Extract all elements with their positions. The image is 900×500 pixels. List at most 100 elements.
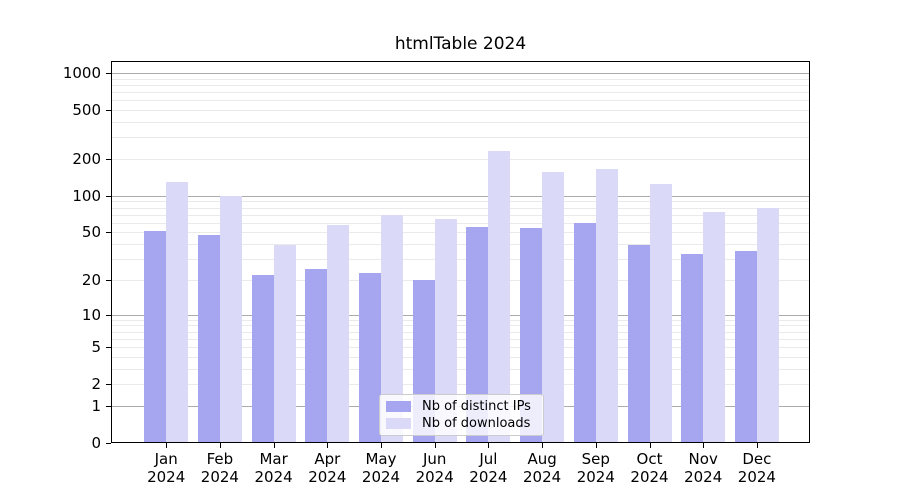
legend-item-downloads: Nb of downloads <box>386 416 537 431</box>
x-tick <box>488 443 490 448</box>
bar-distinct-ips-feb <box>197 234 220 443</box>
bar-distinct-ips-may <box>359 272 381 443</box>
x-tick-label: Dec 2024 <box>737 450 776 486</box>
y-tick <box>106 384 111 386</box>
minor-gridline <box>111 347 810 348</box>
minor-gridline <box>111 222 810 224</box>
y-tick-label: 50 <box>81 223 101 242</box>
y-tick-label: 500 <box>72 101 101 119</box>
x-tick <box>166 443 168 448</box>
minor-gridline <box>111 121 810 123</box>
minor-gridline <box>111 331 810 333</box>
bar-distinct-ips-sep <box>573 222 596 443</box>
y-tick-label: 5 <box>91 338 101 356</box>
y-tick <box>106 443 111 444</box>
major-gridline <box>111 314 810 316</box>
minor-gridline <box>111 100 810 102</box>
x-tick-label: Sep 2024 <box>576 450 615 486</box>
legend-label-distinct-ips: Nb of distinct IPs <box>422 399 531 414</box>
minor-gridline <box>111 78 810 80</box>
bar-downloads-oct <box>649 184 672 443</box>
bar-distinct-ips-aug <box>520 228 543 443</box>
y-tick <box>106 347 111 348</box>
x-tick-label: Feb 2024 <box>200 450 239 486</box>
x-tick <box>434 443 436 448</box>
bar-distinct-ips-mar <box>251 275 274 443</box>
x-tick-label: Apr 2024 <box>308 450 347 486</box>
axis-spine-left <box>111 61 112 443</box>
x-tick <box>703 443 705 448</box>
minor-gridline <box>111 201 810 203</box>
legend-label-downloads: Nb of downloads <box>422 416 531 431</box>
x-tick <box>542 443 544 448</box>
minor-gridline <box>111 137 810 139</box>
y-tick <box>106 279 111 281</box>
x-tick <box>273 443 275 448</box>
axis-spine-right <box>809 61 810 443</box>
axis-spine-bottom <box>111 442 810 443</box>
x-tick-label: Mar 2024 <box>254 450 293 486</box>
y-tick <box>106 72 111 74</box>
y-tick-label: 1 <box>91 396 101 415</box>
minor-gridline <box>111 338 810 340</box>
bar-downloads-mar <box>273 245 296 443</box>
bar-downloads-jun <box>434 219 457 443</box>
chart-title: htmlTable 2024 <box>394 34 527 54</box>
minor-gridline <box>111 356 810 358</box>
y-tick-label: 0 <box>91 434 101 452</box>
x-tick <box>327 443 329 448</box>
y-tick <box>106 314 111 316</box>
legend-swatch-downloads <box>386 418 411 429</box>
bar-distinct-ips-jan <box>144 231 167 443</box>
minor-gridline <box>111 232 810 234</box>
legend-swatch-distinct-ips <box>386 401 411 412</box>
minor-gridline <box>111 158 810 160</box>
minor-gridline <box>111 259 810 261</box>
x-tick-label: May 2024 <box>361 450 401 486</box>
y-tick <box>106 232 111 234</box>
y-tick <box>106 158 111 160</box>
y-tick-label: 1000 <box>62 63 101 82</box>
plot-area: Nb of distinct IPs Nb of downloads <box>111 61 810 443</box>
minor-gridline <box>111 244 810 246</box>
y-tick-label: 200 <box>72 149 101 168</box>
bar-downloads-jan <box>166 181 189 443</box>
y-tick-label: 20 <box>81 270 101 289</box>
axis-spine-top <box>111 61 810 62</box>
minor-gridline <box>111 84 810 86</box>
y-tick-label: 10 <box>81 305 101 324</box>
major-gridline <box>111 195 810 197</box>
minor-gridline <box>111 325 810 327</box>
x-tick <box>381 443 382 448</box>
bar-downloads-feb <box>219 195 242 443</box>
x-tick-label: Jul 2024 <box>469 450 508 486</box>
major-gridline <box>111 72 810 74</box>
minor-gridline <box>111 319 810 321</box>
bar-distinct-ips-jul <box>466 227 489 443</box>
x-tick <box>756 443 758 448</box>
x-tick <box>219 443 221 448</box>
minor-gridline <box>111 110 810 111</box>
bar-downloads-sep <box>595 168 618 443</box>
y-tick <box>106 195 111 197</box>
bar-distinct-ips-oct <box>627 245 650 443</box>
x-tick-label: Aug 2024 <box>523 450 562 486</box>
y-tick-label: 100 <box>72 186 101 205</box>
bar-downloads-apr <box>327 224 350 443</box>
bar-downloads-dec <box>756 208 779 443</box>
y-tick <box>106 405 111 407</box>
y-tick-label: 2 <box>91 375 101 394</box>
bar-distinct-ips-apr <box>305 268 328 443</box>
x-tick-label: Oct 2024 <box>630 450 669 486</box>
minor-gridline <box>111 214 810 216</box>
bar-downloads-jul <box>488 150 511 443</box>
x-tick <box>649 443 651 448</box>
y-tick <box>106 110 111 111</box>
bar-downloads-aug <box>542 171 565 443</box>
minor-gridline <box>111 368 810 370</box>
bar-downloads-nov <box>703 211 726 443</box>
minor-gridline <box>111 92 810 93</box>
x-tick <box>595 443 597 448</box>
x-tick-label: Jun 2024 <box>415 450 454 486</box>
